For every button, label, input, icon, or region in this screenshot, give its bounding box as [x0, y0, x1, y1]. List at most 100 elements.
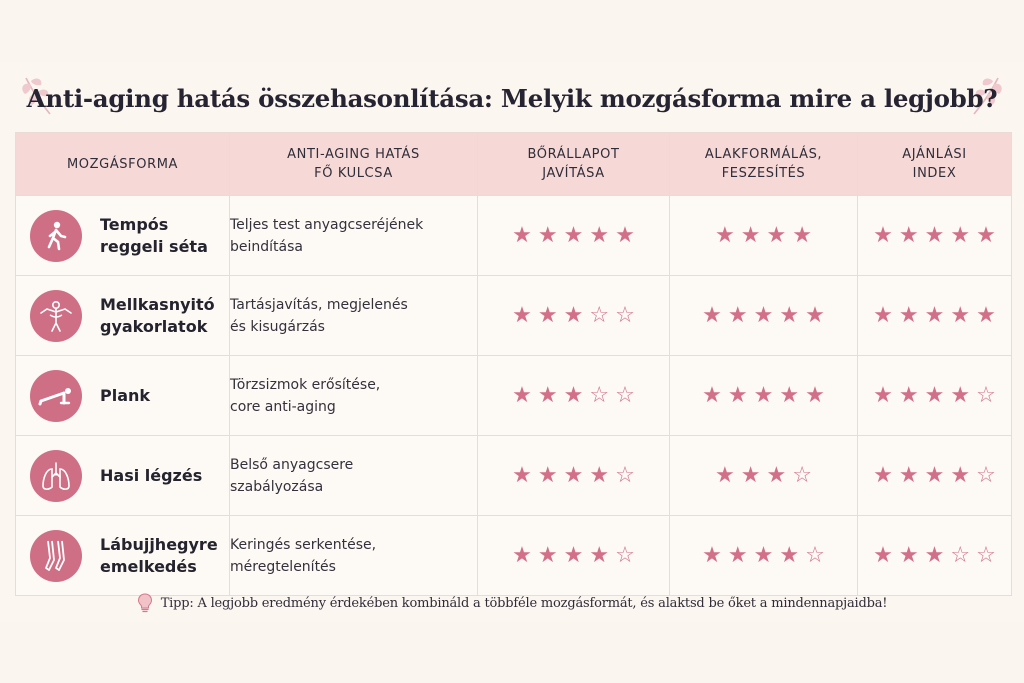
star-empty-icon: ☆	[805, 542, 825, 568]
star-empty-icon: ☆	[950, 542, 971, 568]
header-exercise: MOZGÁSFORMA	[15, 132, 230, 196]
effect-text: Teljes test anyagcseréjének beindítása	[229, 195, 478, 276]
star-empty-icon: ☆	[589, 382, 610, 408]
star-filled-icon: ★	[702, 542, 722, 568]
star-filled-icon: ★	[589, 462, 610, 488]
star-filled-icon: ★	[753, 302, 774, 328]
star-filled-icon: ★	[779, 382, 800, 408]
star-filled-icon: ★	[873, 222, 893, 248]
rating-index: ★ ★ ★ ★ ☆	[857, 435, 1012, 516]
rating-skin: ★ ★ ★ ★ ☆	[477, 515, 670, 596]
chest-opening-icon	[30, 289, 82, 342]
header-skin: BŐRÁLLAPOT JAVÍTÁSA	[477, 132, 670, 196]
star-filled-icon: ★	[873, 302, 893, 328]
star-filled-icon: ★	[537, 302, 558, 328]
table-row: Lábujjhegyre emelkedés Keringés serkentés…	[15, 515, 1012, 596]
table-row: Mellkasnyitó gyakorlatok Tartásjavítás, m…	[15, 275, 1012, 356]
rating-index: ★ ★ ★ ☆ ☆	[857, 515, 1012, 596]
star-filled-icon: ★	[512, 302, 532, 328]
table-row: Plank Törzsizmok erősítése, core anti-agi…	[15, 355, 1012, 436]
tip-row: Tipp: A legjobb eredmény érdekében kombi…	[0, 590, 1024, 616]
star-filled-icon: ★	[950, 302, 971, 328]
star-filled-icon: ★	[715, 222, 735, 248]
table-row: Tempós reggeli séta Teljes test anyagcser…	[15, 195, 1012, 276]
star-empty-icon: ☆	[976, 462, 996, 488]
leaf-decoration-icon	[22, 77, 51, 115]
effect-text: Tartásjavítás, megjelenés és kisugárzás	[229, 275, 478, 356]
star-empty-icon: ☆	[615, 542, 635, 568]
star-filled-icon: ★	[563, 222, 584, 248]
star-filled-icon: ★	[898, 462, 919, 488]
star-filled-icon: ★	[589, 542, 610, 568]
star-filled-icon: ★	[898, 382, 919, 408]
title-row: Anti-aging hatás összehasonlítása: Melyi…	[0, 70, 1024, 126]
rating-shape: ★ ★ ★ ☆	[669, 435, 858, 516]
star-filled-icon: ★	[924, 382, 945, 408]
star-filled-icon: ★	[740, 462, 761, 488]
star-filled-icon: ★	[779, 542, 800, 568]
star-filled-icon: ★	[727, 382, 748, 408]
exercise-name: Mellkasnyitó gyakorlatok	[100, 294, 215, 336]
star-filled-icon: ★	[563, 382, 584, 408]
star-empty-icon: ☆	[615, 382, 635, 408]
header-effect: ANTI-AGING HATÁS FŐ KULCSA	[229, 132, 478, 196]
star-filled-icon: ★	[950, 382, 971, 408]
rating-shape: ★ ★ ★ ★ ★	[669, 355, 858, 436]
star-filled-icon: ★	[512, 222, 532, 248]
header-index: AJÁNLÁSI INDEX	[857, 132, 1012, 196]
star-filled-icon: ★	[976, 222, 996, 248]
star-filled-icon: ★	[805, 302, 825, 328]
comparison-table: MOZGÁSFORMA ANTI-AGING HATÁS FŐ KULCSA BŐ…	[15, 132, 1012, 596]
star-filled-icon: ★	[898, 302, 919, 328]
exercise-name: Plank	[100, 385, 151, 405]
star-filled-icon: ★	[873, 462, 893, 488]
table-header-row: MOZGÁSFORMA ANTI-AGING HATÁS FŐ KULCSA BŐ…	[15, 132, 1012, 196]
rating-skin: ★ ★ ★ ★ ☆	[477, 435, 670, 516]
star-filled-icon: ★	[924, 462, 945, 488]
star-filled-icon: ★	[702, 302, 722, 328]
lightbulb-icon	[137, 593, 152, 613]
star-filled-icon: ★	[976, 302, 996, 328]
effect-text: Belső anyagcsere szabályozása	[229, 435, 478, 516]
star-filled-icon: ★	[753, 542, 774, 568]
star-filled-icon: ★	[715, 462, 735, 488]
effect-text: Törzsizmok erősítése, core anti-aging	[229, 355, 478, 436]
star-filled-icon: ★	[563, 542, 584, 568]
star-filled-icon: ★	[727, 542, 748, 568]
star-filled-icon: ★	[702, 382, 722, 408]
star-filled-icon: ★	[537, 462, 558, 488]
star-empty-icon: ☆	[976, 382, 996, 408]
star-filled-icon: ★	[563, 302, 584, 328]
star-empty-icon: ☆	[615, 302, 635, 328]
rating-index: ★ ★ ★ ★ ★	[857, 195, 1012, 276]
walking-person-icon	[30, 209, 82, 262]
exercise-name: Hasi légzés	[100, 465, 203, 485]
star-filled-icon: ★	[924, 222, 945, 248]
star-filled-icon: ★	[537, 382, 558, 408]
rating-shape: ★ ★ ★ ★	[669, 195, 858, 276]
star-filled-icon: ★	[512, 382, 532, 408]
leaf-decoration-icon	[973, 77, 1002, 115]
star-filled-icon: ★	[779, 302, 800, 328]
rating-index: ★ ★ ★ ★ ★	[857, 275, 1012, 356]
star-filled-icon: ★	[512, 542, 532, 568]
star-filled-icon: ★	[950, 462, 971, 488]
star-filled-icon: ★	[537, 222, 558, 248]
rating-shape: ★ ★ ★ ★ ☆	[669, 515, 858, 596]
star-filled-icon: ★	[740, 222, 761, 248]
lungs-icon	[30, 449, 82, 502]
star-filled-icon: ★	[537, 542, 558, 568]
star-filled-icon: ★	[924, 302, 945, 328]
star-filled-icon: ★	[898, 542, 919, 568]
star-empty-icon: ☆	[976, 542, 996, 568]
plank-icon	[30, 369, 82, 422]
table-row: Hasi légzés Belső anyagcsere szabályozása…	[15, 435, 1012, 516]
star-filled-icon: ★	[766, 222, 787, 248]
rating-shape: ★ ★ ★ ★ ★	[669, 275, 858, 356]
star-filled-icon: ★	[727, 302, 748, 328]
tiptoe-feet-icon	[30, 529, 82, 582]
header-shape: ALAKFORMÁLÁS, FESZESÍTÉS	[669, 132, 858, 196]
rating-index: ★ ★ ★ ★ ☆	[857, 355, 1012, 436]
star-filled-icon: ★	[792, 222, 812, 248]
star-filled-icon: ★	[873, 542, 893, 568]
